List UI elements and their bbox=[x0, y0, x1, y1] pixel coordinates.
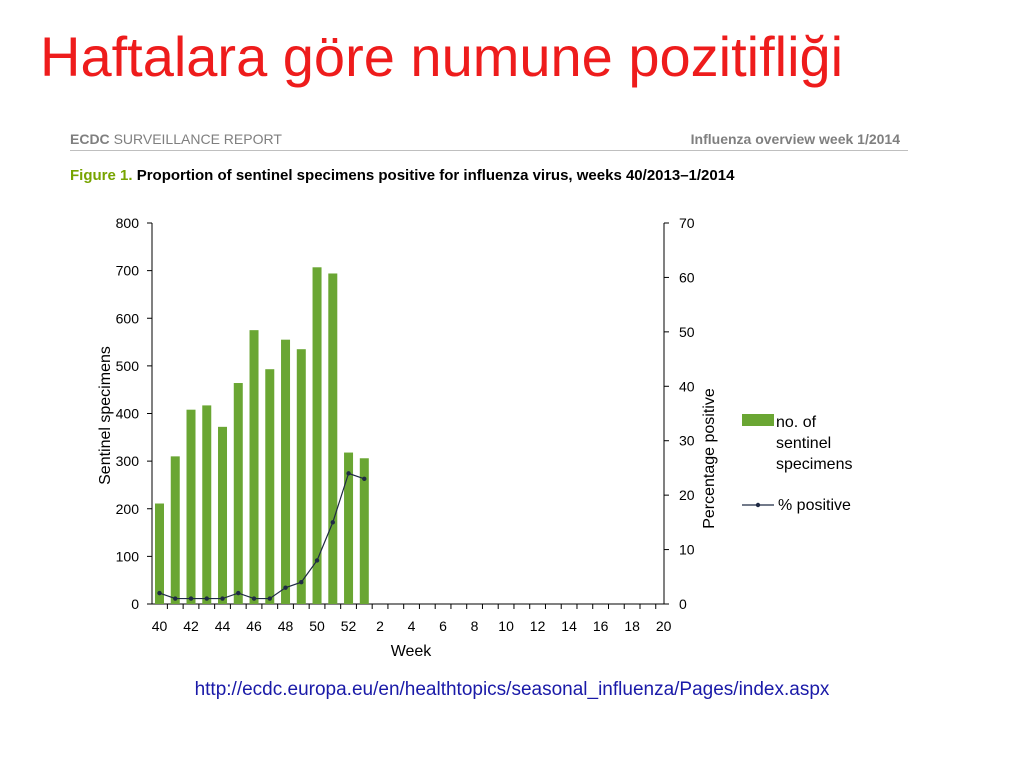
bar-50 bbox=[312, 267, 322, 604]
bar-40 bbox=[155, 503, 164, 604]
x-tick-label: 20 bbox=[656, 618, 672, 634]
right-tick-label: 20 bbox=[679, 487, 695, 503]
bar-47 bbox=[265, 369, 275, 604]
legend-bar-label-line: no. of bbox=[776, 414, 817, 431]
left-tick-label: 500 bbox=[116, 358, 140, 374]
right-tick-label: 70 bbox=[679, 215, 695, 231]
report-label: SURVEILLANCE REPORT bbox=[113, 131, 282, 147]
bar-49 bbox=[296, 349, 306, 604]
report-header-right: Influenza overview week 1/2014 bbox=[690, 131, 900, 147]
percent-point-49 bbox=[299, 580, 304, 585]
right-tick-label: 40 bbox=[679, 378, 695, 394]
x-tick-label: 48 bbox=[278, 618, 294, 634]
legend-bar-label-line: specimens bbox=[776, 456, 852, 473]
bar-43 bbox=[202, 405, 212, 604]
percent-positive-line bbox=[159, 472, 365, 600]
left-tick-label: 300 bbox=[116, 453, 140, 469]
x-tick-label: 44 bbox=[215, 618, 231, 634]
figure-caption: Figure 1. Proportion of sentinel specime… bbox=[70, 167, 734, 184]
left-tick-label: 800 bbox=[116, 215, 140, 231]
x-tick-label: 52 bbox=[341, 618, 357, 634]
right-tick-label: 60 bbox=[679, 269, 695, 285]
x-tick-label: 18 bbox=[624, 618, 640, 634]
report-header-left: ECDC SURVEILLANCE REPORT bbox=[70, 131, 282, 147]
right-tick-label: 30 bbox=[679, 433, 695, 449]
legend-bar-label-line: sentinel bbox=[776, 435, 831, 452]
percent-point-42 bbox=[188, 596, 194, 601]
bar-1 bbox=[359, 458, 369, 604]
bar-52 bbox=[344, 452, 354, 604]
left-axis-title: Sentinel specimens bbox=[97, 346, 114, 485]
x-tick-label: 16 bbox=[593, 618, 609, 634]
percent-point-52 bbox=[346, 471, 351, 476]
legend-line-marker bbox=[755, 502, 761, 508]
left-tick-label: 100 bbox=[116, 548, 140, 564]
bar-45 bbox=[233, 383, 243, 604]
x-tick-label: 12 bbox=[530, 618, 546, 634]
x-tick-label: 46 bbox=[246, 618, 262, 634]
slide-title: Haftalara göre numune pozitifliği bbox=[40, 25, 844, 88]
percent-point-46 bbox=[251, 596, 257, 601]
right-tick-label: 10 bbox=[679, 542, 695, 558]
percent-point-40 bbox=[157, 590, 162, 596]
x-tick-label: 6 bbox=[439, 618, 447, 634]
report-header: ECDC SURVEILLANCE REPORT Influenza overv… bbox=[70, 130, 908, 151]
right-axis-title: Percentage positive bbox=[701, 388, 718, 529]
legend-bar-swatch bbox=[742, 414, 774, 426]
bar-46 bbox=[249, 330, 259, 604]
bar-42 bbox=[186, 409, 196, 604]
figure-label: Figure 1. bbox=[70, 167, 133, 184]
figure-caption-text: Proportion of sentinel specimens positiv… bbox=[136, 167, 735, 184]
left-tick-label: 700 bbox=[116, 263, 140, 279]
x-tick-label: 10 bbox=[498, 618, 514, 634]
legend-line-label: % positive bbox=[778, 497, 851, 514]
x-tick-label: 2 bbox=[376, 618, 384, 634]
x-axis-title: Week bbox=[391, 643, 433, 660]
bar-51 bbox=[328, 273, 338, 604]
percent-point-47 bbox=[267, 596, 272, 601]
percent-point-45 bbox=[236, 590, 241, 596]
x-tick-label: 50 bbox=[309, 618, 325, 634]
right-tick-label: 50 bbox=[679, 324, 695, 340]
bar-41 bbox=[170, 456, 180, 604]
right-tick-label: 0 bbox=[679, 596, 687, 612]
percent-point-51 bbox=[330, 520, 335, 525]
source-link[interactable]: http://ecdc.europa.eu/en/healthtopics/se… bbox=[194, 679, 830, 700]
x-tick-label: 42 bbox=[183, 618, 199, 634]
percent-point-44 bbox=[220, 596, 225, 601]
bar-44 bbox=[218, 426, 228, 604]
percent-point-50 bbox=[314, 558, 320, 563]
left-tick-label: 0 bbox=[131, 596, 139, 612]
percent-point-1 bbox=[362, 476, 367, 482]
x-tick-label: 14 bbox=[561, 618, 577, 634]
x-tick-label: 4 bbox=[408, 618, 416, 634]
percent-point-48 bbox=[283, 585, 288, 590]
report-brand: ECDC bbox=[70, 131, 110, 147]
percent-point-43 bbox=[204, 596, 209, 601]
left-tick-label: 600 bbox=[116, 310, 140, 326]
left-tick-label: 400 bbox=[116, 406, 140, 422]
percent-point-41 bbox=[173, 596, 178, 601]
bar-48 bbox=[281, 339, 291, 604]
x-tick-label: 40 bbox=[152, 618, 168, 634]
x-tick-label: 8 bbox=[471, 618, 479, 634]
left-tick-label: 200 bbox=[116, 501, 140, 517]
